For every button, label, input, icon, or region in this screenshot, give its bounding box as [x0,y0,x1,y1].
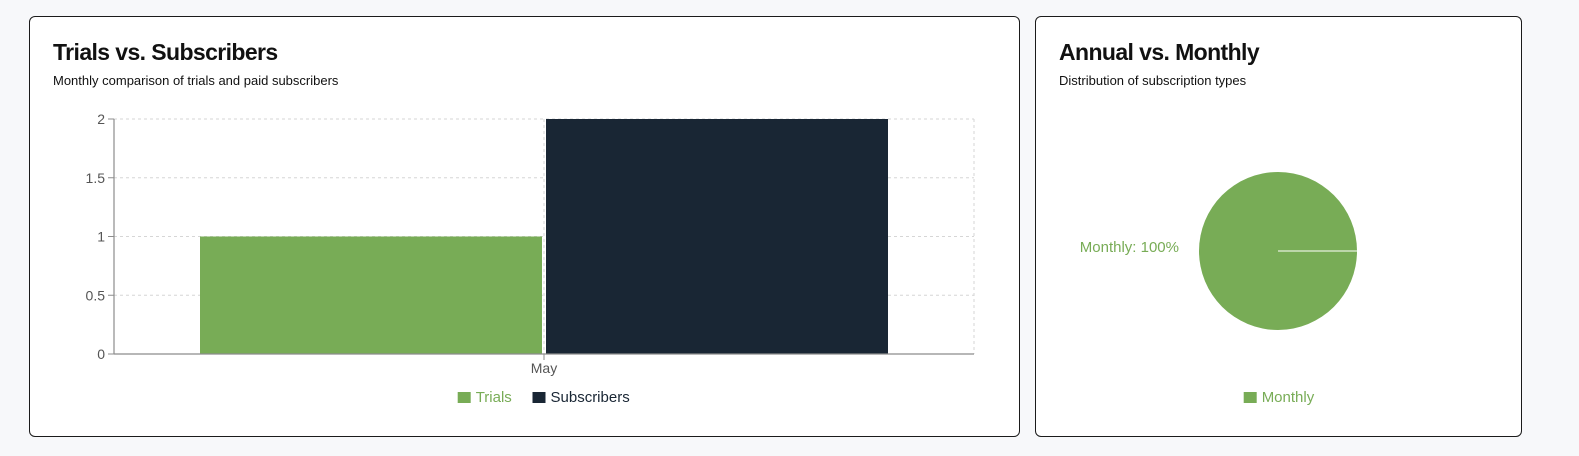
annual-vs-monthly-chart: Monthly: 100% Monthly [1080,172,1357,406]
legend-label-subscribers: Subscribers [551,389,630,406]
bar-subscribers-may [546,119,888,354]
trials-vs-subscribers-card: Trials vs. Subscribers Monthly compariso… [29,16,1020,437]
pie-label-monthly: Monthly: 100% [1080,239,1179,256]
trials-vs-subscribers-chart: May 0 0.5 1 1.5 2 Trials Subscribers [86,111,975,406]
x-tick-label: May [531,360,557,376]
y-tick-label: 0.5 [86,287,106,303]
subscription-chart-subtitle: Distribution of subscription types [1059,73,1247,88]
legend-label-monthly: Monthly [1262,389,1315,406]
y-tick-label: 0 [97,346,105,362]
y-tick-label: 1.5 [86,170,106,186]
y-tick-label: 1 [97,229,105,245]
trials-chart-subtitle: Monthly comparison of trials and paid su… [53,73,339,88]
legend-swatch-monthly [1243,392,1257,403]
legend-swatch-trials [457,392,471,403]
legend-swatch-subscribers [532,392,546,403]
annual-vs-monthly-card: Annual vs. Monthly Distribution of subsc… [1035,16,1522,437]
bar-trials-may [200,236,542,354]
legend-label-trials: Trials [476,389,512,406]
y-tick-label: 2 [97,111,105,127]
trials-chart-title: Trials vs. Subscribers [53,39,278,65]
subscription-chart-title: Annual vs. Monthly [1059,39,1260,65]
